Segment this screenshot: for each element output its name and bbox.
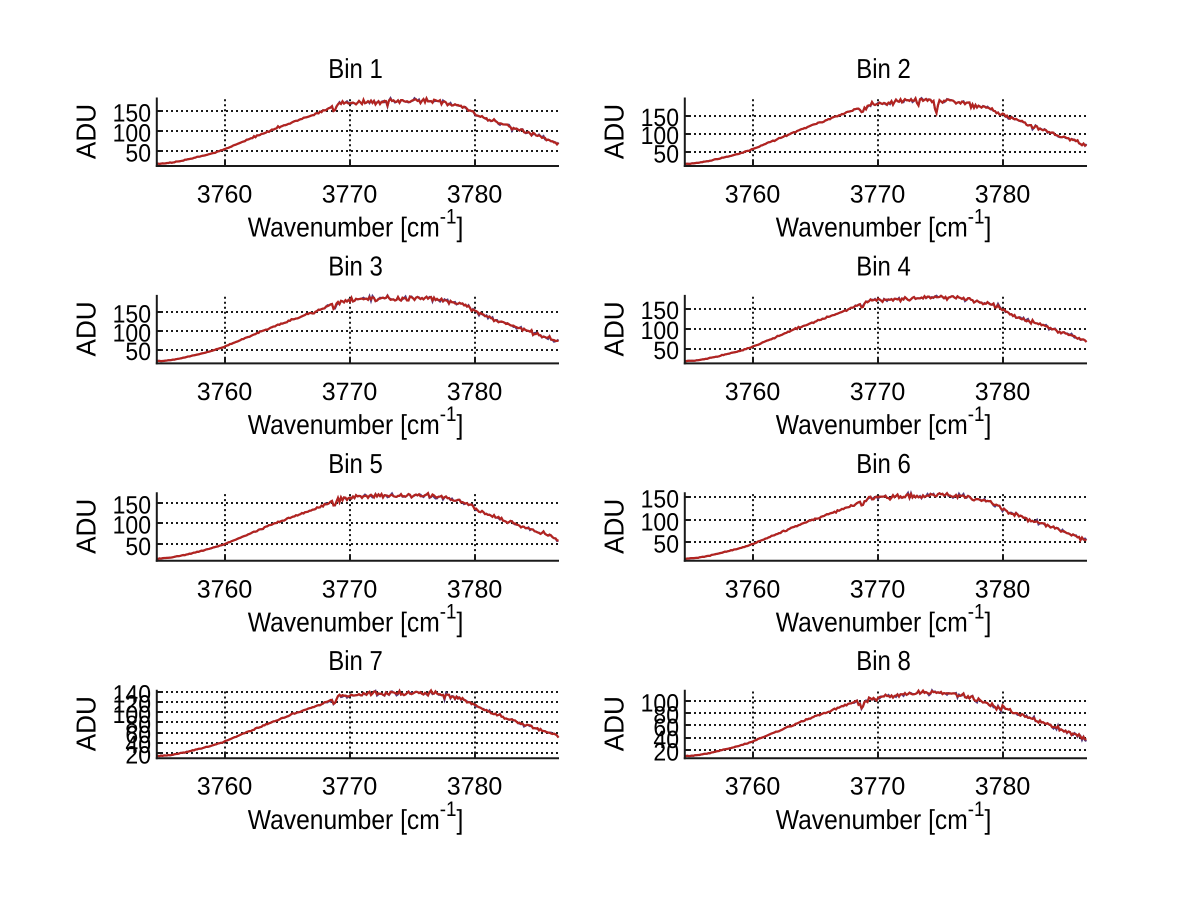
svg-text:60: 60 bbox=[125, 721, 151, 749]
svg-text:Bin 2: Bin 2 bbox=[856, 53, 911, 84]
svg-text:Bin 1: Bin 1 bbox=[328, 53, 383, 84]
svg-text:100: 100 bbox=[641, 689, 679, 717]
svg-text:80: 80 bbox=[125, 711, 151, 739]
svg-text:3770: 3770 bbox=[322, 181, 378, 209]
svg-text:100: 100 bbox=[113, 701, 151, 729]
svg-text:Wavenumber [cm-1]: Wavenumber [cm-1] bbox=[248, 403, 464, 440]
svg-text:100: 100 bbox=[113, 319, 151, 347]
svg-text:3760: 3760 bbox=[725, 378, 781, 406]
svg-text:100: 100 bbox=[113, 119, 151, 147]
svg-text:60: 60 bbox=[653, 714, 679, 742]
svg-text:Bin 6: Bin 6 bbox=[856, 448, 911, 479]
svg-text:3770: 3770 bbox=[850, 773, 906, 801]
svg-text:ADU: ADU bbox=[599, 301, 630, 356]
svg-text:3780: 3780 bbox=[447, 181, 503, 209]
svg-text:ADU: ADU bbox=[599, 696, 630, 751]
svg-text:40: 40 bbox=[125, 731, 151, 759]
svg-text:Wavenumber [cm-1]: Wavenumber [cm-1] bbox=[776, 206, 992, 243]
svg-text:20: 20 bbox=[125, 741, 151, 769]
svg-text:3780: 3780 bbox=[975, 773, 1031, 801]
svg-text:100: 100 bbox=[641, 508, 679, 536]
svg-text:3770: 3770 bbox=[322, 575, 378, 603]
svg-text:3770: 3770 bbox=[322, 773, 378, 801]
svg-text:50: 50 bbox=[653, 531, 679, 559]
svg-text:Bin 7: Bin 7 bbox=[328, 645, 383, 676]
svg-text:100: 100 bbox=[641, 122, 679, 150]
svg-text:Bin 4: Bin 4 bbox=[856, 250, 911, 281]
svg-text:Wavenumber [cm-1]: Wavenumber [cm-1] bbox=[776, 600, 992, 637]
svg-text:3780: 3780 bbox=[975, 181, 1031, 209]
svg-text:150: 150 bbox=[641, 297, 679, 325]
svg-text:3780: 3780 bbox=[975, 575, 1031, 603]
svg-text:100: 100 bbox=[113, 512, 151, 540]
svg-text:ADU: ADU bbox=[71, 696, 102, 751]
svg-text:ADU: ADU bbox=[71, 499, 102, 554]
svg-text:Wavenumber [cm-1]: Wavenumber [cm-1] bbox=[776, 403, 992, 440]
svg-text:ADU: ADU bbox=[71, 301, 102, 356]
svg-text:3780: 3780 bbox=[447, 773, 503, 801]
svg-text:3760: 3760 bbox=[197, 575, 253, 603]
svg-text:3760: 3760 bbox=[725, 575, 781, 603]
svg-text:50: 50 bbox=[125, 139, 151, 167]
svg-text:3780: 3780 bbox=[975, 378, 1031, 406]
svg-text:20: 20 bbox=[653, 739, 679, 767]
svg-text:3770: 3770 bbox=[850, 378, 906, 406]
svg-text:3780: 3780 bbox=[447, 575, 503, 603]
svg-text:3760: 3760 bbox=[197, 773, 253, 801]
svg-text:3770: 3770 bbox=[322, 378, 378, 406]
svg-text:80: 80 bbox=[653, 702, 679, 730]
svg-text:Wavenumber [cm-1]: Wavenumber [cm-1] bbox=[776, 798, 992, 835]
svg-text:Wavenumber [cm-1]: Wavenumber [cm-1] bbox=[248, 600, 464, 637]
svg-text:150: 150 bbox=[113, 99, 151, 127]
svg-text:ADU: ADU bbox=[71, 104, 102, 159]
svg-text:ADU: ADU bbox=[599, 499, 630, 554]
svg-text:40: 40 bbox=[653, 726, 679, 754]
svg-text:ADU: ADU bbox=[599, 104, 630, 159]
svg-text:3760: 3760 bbox=[725, 181, 781, 209]
svg-text:3760: 3760 bbox=[197, 378, 253, 406]
svg-text:50: 50 bbox=[125, 533, 151, 561]
svg-text:Wavenumber [cm-1]: Wavenumber [cm-1] bbox=[248, 206, 464, 243]
svg-text:120: 120 bbox=[113, 691, 151, 719]
svg-text:3760: 3760 bbox=[725, 773, 781, 801]
svg-text:140: 140 bbox=[113, 681, 151, 709]
svg-text:3780: 3780 bbox=[447, 378, 503, 406]
svg-text:50: 50 bbox=[125, 338, 151, 366]
svg-text:150: 150 bbox=[113, 491, 151, 519]
svg-text:3760: 3760 bbox=[197, 181, 253, 209]
svg-text:150: 150 bbox=[113, 300, 151, 328]
svg-text:150: 150 bbox=[641, 104, 679, 132]
svg-text:3770: 3770 bbox=[850, 575, 906, 603]
svg-text:50: 50 bbox=[653, 140, 679, 168]
svg-text:Bin 3: Bin 3 bbox=[328, 250, 383, 281]
svg-text:Bin 8: Bin 8 bbox=[856, 645, 911, 676]
svg-text:Wavenumber [cm-1]: Wavenumber [cm-1] bbox=[248, 798, 464, 835]
svg-text:Bin 5: Bin 5 bbox=[328, 448, 383, 479]
svg-text:100: 100 bbox=[641, 317, 679, 345]
svg-text:50: 50 bbox=[653, 337, 679, 365]
svg-text:150: 150 bbox=[641, 485, 679, 513]
svg-text:3770: 3770 bbox=[850, 181, 906, 209]
